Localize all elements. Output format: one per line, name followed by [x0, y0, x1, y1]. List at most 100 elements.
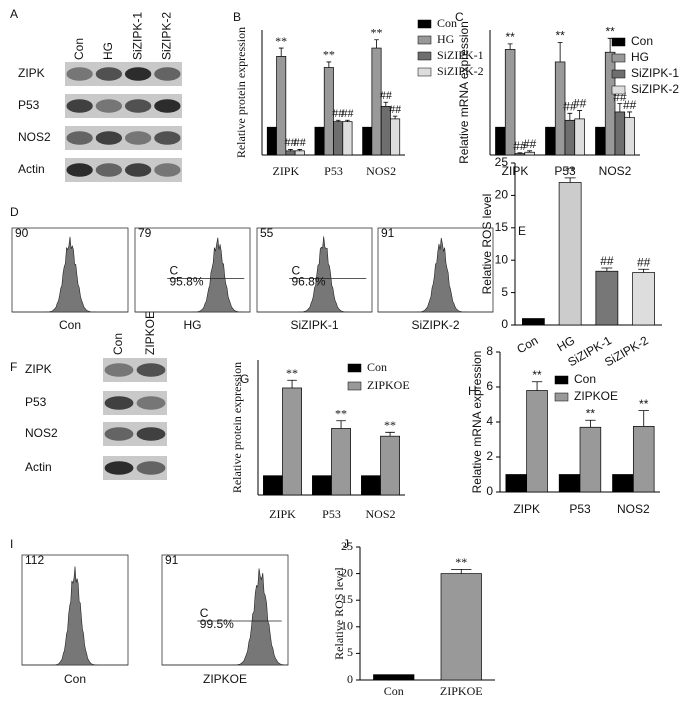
annotation: ##: [637, 255, 651, 269]
x-tick-label: ZIPK: [272, 164, 299, 178]
bar: [632, 426, 655, 493]
lane-label: SiZIPK-1: [130, 12, 144, 60]
legend-label: Con: [574, 372, 596, 386]
row-label: Actin: [18, 162, 45, 176]
x-tick-label: ZIPKOE: [440, 684, 483, 698]
annotation: **: [335, 407, 347, 421]
blot-band: [66, 67, 93, 81]
bar: [312, 475, 332, 496]
bar: [612, 474, 634, 493]
error-bar: [627, 111, 633, 118]
bar: [505, 474, 528, 493]
blot-band: [95, 99, 123, 113]
lane-label: HG: [101, 42, 115, 60]
y-tick-label: 15: [341, 592, 353, 606]
gate-name: C: [200, 606, 209, 620]
bar-chart: Relative protein expression **####ZIPK**#…: [234, 16, 484, 178]
panel-letter: A: [10, 7, 18, 21]
legend-label: Con: [437, 16, 457, 30]
row-label: P53: [25, 395, 47, 409]
bar: [314, 126, 325, 156]
row-label: NOS2: [18, 130, 51, 144]
error-bar: [585, 419, 596, 428]
error-bar: [531, 381, 543, 391]
flow-ymax: 112: [25, 553, 44, 567]
annotation: ##: [623, 98, 637, 112]
flow-histogram: [135, 237, 250, 313]
bar: [524, 151, 535, 156]
y-axis-label: Relative ROS level: [332, 567, 346, 660]
annotation: **: [505, 30, 515, 44]
x-tick-label: NOS2: [599, 164, 632, 178]
error-bar: [617, 103, 623, 112]
annotation: **: [323, 48, 335, 62]
y-axis-label: Relative ROS level: [480, 194, 494, 295]
blot-band: [66, 163, 93, 177]
y-tick-label: 2: [486, 449, 493, 463]
gate-name: C: [170, 264, 179, 278]
x-tick-label: Con: [514, 333, 540, 356]
blot-band: [66, 131, 93, 145]
y-axis-label: Relative protein expression: [234, 27, 248, 158]
bar: [595, 126, 606, 156]
row-label: ZIPK: [18, 66, 45, 80]
bar: [373, 674, 415, 681]
error-bar: [638, 268, 650, 273]
bar: [558, 182, 582, 326]
bar: [574, 118, 585, 156]
bar: [333, 121, 344, 156]
lane-label: SiZIPK-2: [160, 12, 174, 60]
legend-swatch: [417, 67, 432, 77]
blot-band: [124, 99, 152, 113]
y-tick-label: 0: [486, 484, 493, 498]
x-tick-label: ZIPK: [513, 502, 540, 516]
blot-band: [95, 67, 123, 81]
annotation: ##: [284, 135, 296, 149]
blot-band: [136, 363, 166, 377]
error-bar: [345, 119, 350, 122]
lane-label: ZIPKOE: [143, 311, 157, 355]
flow-ymax: 91: [165, 553, 179, 567]
gate-percent: 96.8%: [292, 275, 326, 289]
bar: [390, 118, 401, 156]
annotation: ##: [380, 88, 392, 102]
flow-histogram: [378, 237, 493, 313]
blot-band: [154, 131, 181, 145]
y-tick-label: 4: [486, 414, 493, 428]
blot-band: [104, 396, 134, 410]
legend-swatch: [554, 375, 569, 385]
bar: [266, 126, 277, 156]
panel-letter: I: [10, 537, 13, 551]
error-bar: [374, 39, 379, 49]
y-tick-label: 25: [341, 539, 353, 553]
annotation: ##: [573, 97, 587, 111]
bar: [361, 475, 381, 496]
error-bar: [451, 568, 472, 574]
flow-label: Con: [64, 672, 86, 686]
error-bar: [527, 150, 533, 153]
y-tick-label: 25: [495, 155, 509, 169]
annotation: **: [371, 25, 383, 39]
flow-histogram: [257, 236, 372, 313]
y-tick-label: 0: [347, 672, 353, 686]
error-bar: [278, 47, 284, 57]
flow-histogram: [22, 566, 128, 666]
x-tick-label: P53: [554, 164, 576, 178]
x-tick-label: P53: [324, 164, 343, 178]
y-axis-label: Relative mRNA expression: [457, 21, 471, 164]
blot-band: [95, 163, 123, 177]
bar: [595, 270, 619, 326]
y-tick-label: 15: [495, 220, 509, 234]
error-bar: [392, 115, 398, 119]
bar: [632, 272, 655, 326]
annotation: **: [455, 555, 467, 569]
bar: [263, 475, 283, 496]
row-label: Actin: [25, 460, 52, 474]
annotation: ##: [523, 137, 537, 151]
annotation: **: [384, 418, 396, 432]
panel-letter: E: [518, 224, 526, 238]
blot-band: [104, 461, 134, 475]
blot-band: [154, 67, 181, 81]
